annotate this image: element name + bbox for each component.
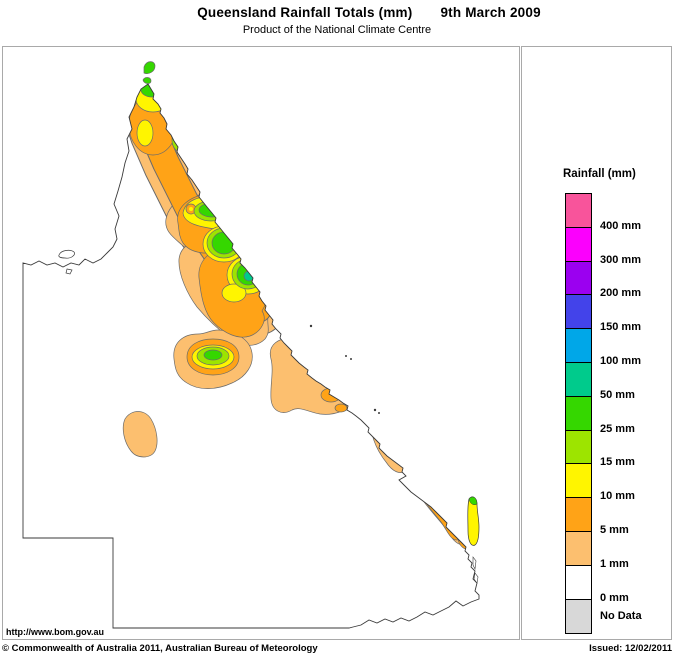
legend-panel: Rainfall (mm) 400 mm 300 mm 200 mm 150 mm 10… <box>521 46 672 640</box>
legend-label-150: 100 mm <box>600 355 641 367</box>
legend-swatch-400 <box>566 227 591 262</box>
page-title: Queensland Rainfall Totals (mm) 9th March… <box>32 5 674 20</box>
legend-label-400: 300 mm <box>600 253 641 266</box>
legend-label-15: 15 mm <box>600 456 635 469</box>
offshore-islet-icon <box>373 408 377 412</box>
legend-swatch-25 <box>566 396 591 431</box>
legend-swatch-50 <box>566 362 591 397</box>
offshore-islet-icon <box>378 412 380 414</box>
url-label: http://www.bom.gov.au <box>6 627 104 637</box>
state-outline <box>22 83 480 629</box>
legend-label-5: 5 mm <box>600 524 629 536</box>
legend-swatch-nodata <box>566 599 591 634</box>
legend-swatch-200 <box>566 295 591 330</box>
offshore-islet-icon <box>309 324 313 328</box>
map-panel: http://www.bom.gov.au <box>2 46 520 640</box>
offshore-islet-icon <box>345 355 347 357</box>
stradbroke-island-icon <box>473 572 479 584</box>
offshore-islet-icon <box>350 358 352 360</box>
islands <box>58 61 480 584</box>
queensland-rainfall-map <box>22 61 480 629</box>
fraser-island-green-tip <box>468 496 478 506</box>
page-title-date: 9th March 2009 <box>440 5 541 20</box>
legend-title: Rainfall (mm) <box>563 168 636 180</box>
legend-label-above400: 400 mm <box>600 219 641 232</box>
legend-scale <box>565 193 592 635</box>
copyright-text: © Commonwealth of Australia 2011, Austra… <box>2 643 318 654</box>
legend-label-25: 25 mm <box>600 422 635 435</box>
legend-swatch-1 <box>566 531 591 566</box>
legend-label-10: 10 mm <box>600 490 635 503</box>
legend-swatch-0 <box>566 565 591 600</box>
wellesley-island-icon <box>65 268 73 275</box>
legend-label-50: 50 mm <box>600 388 635 401</box>
legend-label-300: 200 mm <box>600 287 641 300</box>
issued-text: Issued: 12/02/2011 <box>589 643 672 654</box>
page-title-text: Queensland Rainfall Totals (mm) <box>197 5 413 20</box>
legend-label-1: 1 mm <box>600 557 629 570</box>
legend-swatch-15 <box>566 430 591 465</box>
torres-island-icon <box>143 61 156 74</box>
wellesley-island-icon <box>58 249 75 259</box>
torres-island-icon <box>142 77 152 84</box>
legend-label-nodata: No Data <box>600 610 642 623</box>
legend-swatch-5 <box>566 498 591 532</box>
legend-label-0: 0 mm <box>600 591 629 604</box>
legend-label-200: 150 mm <box>600 321 641 334</box>
moreton-island-icon <box>472 556 477 571</box>
legend-swatch-above400 <box>566 194 591 228</box>
legend-swatch-150 <box>566 329 591 363</box>
page-subtitle: Product of the National Climate Centre <box>242 24 432 36</box>
legend-swatch-300 <box>566 261 591 296</box>
legend-swatch-10 <box>566 464 591 499</box>
